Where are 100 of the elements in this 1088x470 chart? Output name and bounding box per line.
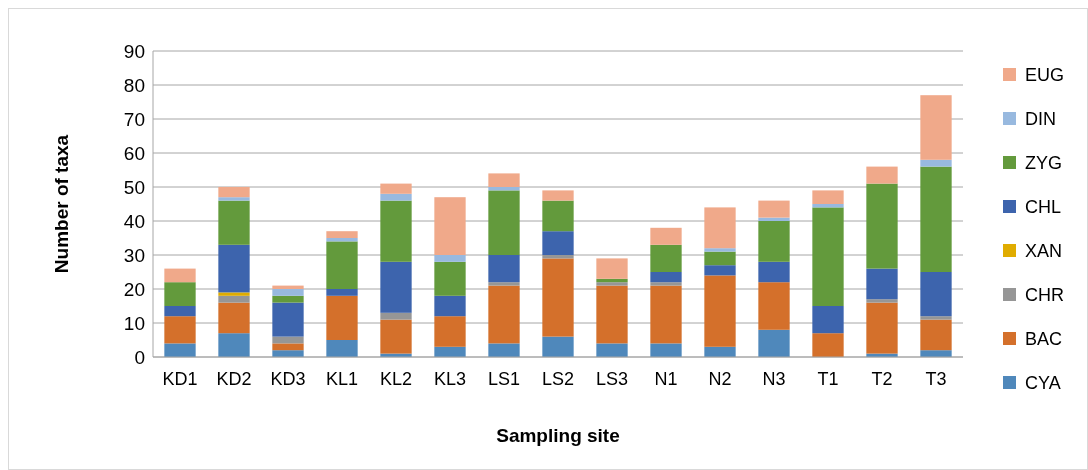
bar [488, 173, 520, 187]
bar [866, 299, 898, 303]
legend-label: CHR [1025, 285, 1064, 306]
bar [704, 275, 736, 347]
bar [596, 282, 628, 286]
x-tick-label: LS3 [595, 369, 629, 389]
bar [272, 295, 304, 303]
legend-label: EUG [1025, 65, 1065, 86]
bar [272, 350, 304, 357]
y-tick-label: 30 [123, 244, 145, 266]
bar [866, 183, 898, 269]
bar [218, 200, 250, 245]
bar [650, 272, 682, 283]
legend-label: BAC [1025, 329, 1063, 350]
bar [650, 227, 682, 245]
bar [326, 295, 358, 340]
bar [596, 278, 628, 283]
bar [380, 200, 412, 262]
bar [218, 333, 250, 357]
bar [542, 258, 574, 337]
bar [650, 343, 682, 357]
bar [380, 261, 412, 313]
bar [218, 292, 250, 296]
y-tick-label: 40 [123, 210, 145, 232]
bar [812, 190, 844, 204]
bar [434, 316, 466, 347]
bar [542, 200, 574, 232]
bar [920, 316, 952, 320]
bar [920, 272, 952, 317]
x-tick-label: N1 [654, 369, 678, 389]
y-tick-label: 50 [123, 176, 145, 198]
y-axis-title: Number of taxa [51, 134, 72, 274]
bar [434, 295, 466, 317]
bar [812, 207, 844, 306]
bar [920, 159, 952, 167]
bar [920, 319, 952, 351]
bar [758, 217, 790, 221]
legend-label: CYA [1025, 373, 1061, 394]
bar [380, 193, 412, 201]
x-tick-label: KL1 [325, 369, 359, 389]
bar [380, 312, 412, 320]
bar [488, 190, 520, 255]
bar [758, 282, 790, 330]
bar [380, 319, 412, 354]
y-tick-label: 70 [123, 108, 145, 130]
x-tick-label: T2 [871, 369, 893, 389]
bar [758, 329, 790, 357]
bar [920, 166, 952, 272]
bar [650, 244, 682, 272]
legend-label: ZYG [1025, 153, 1063, 174]
legend-label: DIN [1025, 109, 1056, 130]
bar [488, 187, 520, 191]
bar [920, 95, 952, 160]
bar [488, 343, 520, 357]
y-tick-label: 20 [123, 278, 145, 300]
bar [596, 343, 628, 357]
bar [704, 207, 736, 249]
bar [650, 282, 682, 286]
bar [812, 306, 844, 334]
x-tick-label: LS2 [541, 369, 575, 389]
bar [704, 265, 736, 276]
bar [218, 244, 250, 293]
bar [434, 255, 466, 262]
bar [326, 238, 358, 242]
bar [542, 336, 574, 357]
bar [164, 282, 196, 306]
bar [434, 346, 466, 357]
bar [164, 306, 196, 317]
bar [542, 190, 574, 201]
x-tick-label: KL2 [379, 369, 413, 389]
bar [272, 302, 304, 337]
x-tick-label: KL3 [433, 369, 467, 389]
y-tick-label: 10 [123, 312, 145, 334]
bar [326, 289, 358, 296]
bar [218, 295, 250, 303]
bar [272, 343, 304, 351]
bar [650, 285, 682, 344]
bar [596, 285, 628, 344]
bar [542, 255, 574, 259]
bar [434, 261, 466, 296]
y-tick-label: 60 [123, 142, 145, 164]
x-tick-label: KD3 [270, 369, 306, 389]
bar [488, 282, 520, 286]
x-axis-title: Sampling site [496, 425, 620, 446]
y-tick-label: 80 [123, 74, 145, 96]
x-tick-label: KD1 [162, 369, 198, 389]
bar [272, 285, 304, 289]
bar [164, 343, 196, 357]
x-tick-label: N2 [708, 369, 732, 389]
bar [326, 340, 358, 357]
bar [596, 258, 628, 279]
bar [272, 289, 304, 296]
bar [164, 268, 196, 283]
bar [758, 200, 790, 218]
bar [866, 166, 898, 184]
bar [326, 231, 358, 238]
bar [434, 197, 466, 255]
legend-label: XAN [1025, 241, 1063, 262]
x-tick-label: N3 [762, 369, 786, 389]
bar [866, 268, 898, 300]
